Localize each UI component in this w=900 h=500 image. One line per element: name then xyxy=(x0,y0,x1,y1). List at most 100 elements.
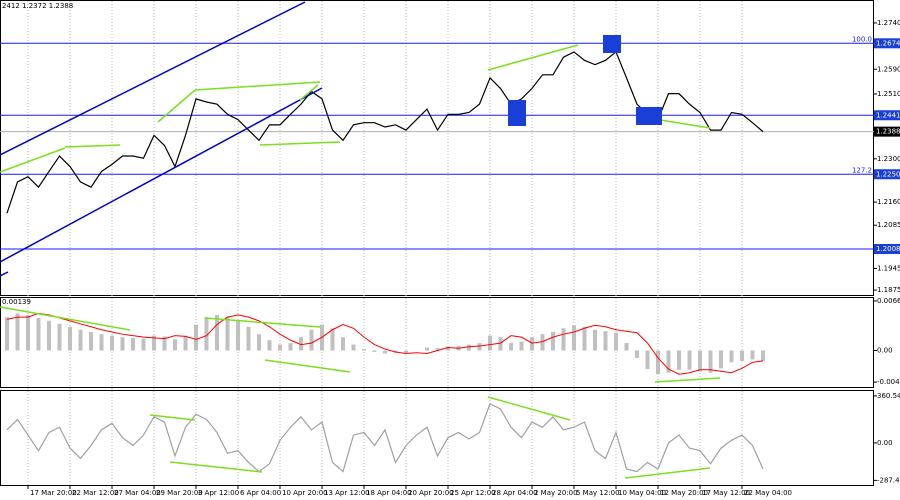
trend-line xyxy=(624,467,711,479)
histogram-bar xyxy=(15,313,20,351)
x-tick-label: 10 May 04:00 xyxy=(618,489,666,497)
channel-line xyxy=(0,87,323,263)
histogram-bar xyxy=(603,331,608,351)
histogram-bar xyxy=(519,341,524,351)
histogram-bar xyxy=(278,344,282,351)
histogram-bar xyxy=(78,329,83,351)
x-tick-label: 22 May 04:00 xyxy=(744,489,792,497)
level-note: 100.0 xyxy=(852,35,872,43)
histogram-bar xyxy=(330,328,335,351)
y-tick-label: 360.5402 xyxy=(877,392,900,400)
histogram-bar xyxy=(656,350,660,375)
y-tick-label: 0.00 xyxy=(877,347,893,355)
trend-line xyxy=(0,147,66,173)
histogram-bar xyxy=(194,324,198,351)
trend-line xyxy=(157,89,196,123)
y-tick-label: 1.2300 xyxy=(877,155,900,163)
histogram-bar xyxy=(488,335,492,351)
histogram-bar xyxy=(761,350,765,361)
channel-line xyxy=(0,271,9,277)
histogram-bar xyxy=(5,317,9,351)
histogram-bar xyxy=(593,329,597,351)
price-header: 2412 1.2372 1.2388 xyxy=(2,2,73,10)
histogram-bar xyxy=(236,320,240,351)
price-line-series xyxy=(6,402,764,473)
histogram-bar xyxy=(89,331,93,351)
y-tick-label: 1.2740 xyxy=(877,19,900,27)
macd-header: 0.00139 xyxy=(2,298,31,306)
x-tick-label: 13 Apr 12:00 xyxy=(324,489,370,497)
histogram-bar xyxy=(677,350,681,370)
price-label-box xyxy=(874,126,900,137)
histogram-bar xyxy=(141,338,146,351)
trend-line xyxy=(259,141,341,146)
channel-line xyxy=(0,1,306,156)
histogram-bar xyxy=(498,337,503,351)
x-tick-label: 2 May 20:00 xyxy=(534,489,578,497)
histogram-bar xyxy=(729,350,734,363)
x-tick-label: 12 May 20:00 xyxy=(660,489,708,497)
x-tick-label: 3 Apr 12:00 xyxy=(198,489,239,497)
trend-line xyxy=(0,306,131,331)
histogram-bar xyxy=(99,334,104,351)
histogram-bar xyxy=(246,326,251,351)
histogram-bar xyxy=(110,335,114,351)
y-tick-label: 1.2085 xyxy=(877,221,900,229)
histogram-bar xyxy=(446,346,450,351)
x-tick-label: 22 Mar 12:00 xyxy=(72,489,119,497)
histogram-bar xyxy=(362,349,366,351)
level-label-box xyxy=(874,243,900,254)
x-tick-label: 10 Apr 20:00 xyxy=(282,489,328,497)
histogram-bar xyxy=(47,320,51,351)
histogram-bar xyxy=(467,344,471,351)
trend-line xyxy=(487,396,571,421)
histogram-bar xyxy=(383,350,387,354)
histogram-bar xyxy=(624,343,629,351)
histogram-bar xyxy=(750,350,755,360)
histogram-bar xyxy=(257,334,261,351)
histogram-bar xyxy=(740,350,744,361)
histogram-bar xyxy=(173,339,177,351)
histogram-bar xyxy=(351,344,356,351)
histogram-bar xyxy=(509,343,513,351)
histogram-bar xyxy=(698,350,702,372)
histogram-bar xyxy=(152,335,156,351)
histogram-bar xyxy=(131,337,135,351)
x-tick-label: 25 Apr 12:00 xyxy=(450,489,496,497)
level-label: 1.2008 xyxy=(876,245,900,253)
x-tick-label: 17 May 12:00 xyxy=(702,489,750,497)
y-tick-label: -287.457 xyxy=(877,476,900,484)
x-tick-label: 5 May 12:00 xyxy=(576,489,620,497)
level-label: 1.2674 xyxy=(876,39,900,47)
histogram-bar xyxy=(614,332,618,351)
level-label-box xyxy=(874,110,900,121)
signal-line xyxy=(6,312,764,375)
histogram-bar xyxy=(204,317,209,351)
trend-line xyxy=(487,44,579,71)
histogram-bar xyxy=(582,326,587,351)
x-tick-label: 29 Mar 20:00 xyxy=(156,489,203,497)
drawings xyxy=(0,1,721,479)
x-tick-label: 27 Mar 04:00 xyxy=(114,489,161,497)
y-tick-label: -0.00426 xyxy=(877,378,900,386)
trend-line xyxy=(149,414,196,421)
histogram-bar xyxy=(425,347,429,351)
histogram-bar xyxy=(215,314,219,351)
trend-line xyxy=(654,377,721,383)
histogram-bar xyxy=(477,343,482,351)
trend-line xyxy=(169,461,263,473)
trend-line xyxy=(64,144,121,148)
y-tick-label: 1.2160 xyxy=(877,198,900,206)
x-tick-label: 20 Apr 20:00 xyxy=(408,489,454,497)
histogram-bar xyxy=(120,337,125,351)
histogram-bar xyxy=(309,329,314,351)
histogram-bar xyxy=(666,350,671,373)
trend-line xyxy=(204,317,321,328)
histogram-bar xyxy=(26,314,30,351)
histogram-bar xyxy=(635,350,639,358)
level-label: 1.2441 xyxy=(876,111,900,119)
histogram-bar xyxy=(530,337,534,351)
y-tick-label: 1.1875 xyxy=(877,286,900,294)
histogram-bar xyxy=(299,337,303,351)
histogram-bar xyxy=(572,325,576,351)
